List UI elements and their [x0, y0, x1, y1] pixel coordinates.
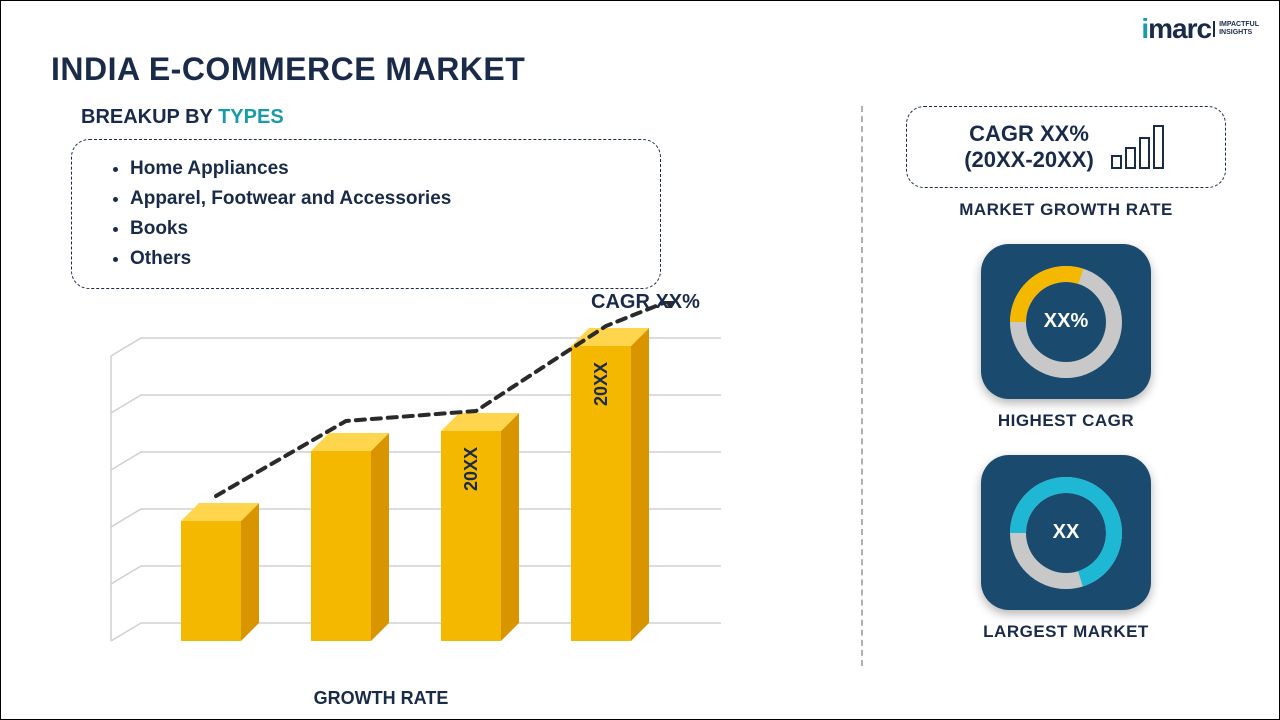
highest-cagr-label: HIGHEST CAGR — [998, 411, 1134, 431]
logo-tag2: INSIGHTS — [1219, 29, 1252, 36]
type-item: Apparel, Footwear and Accessories — [130, 184, 630, 214]
svg-text:20XX: 20XX — [591, 362, 611, 406]
largest-market-card: XX — [981, 455, 1151, 610]
highest-cagr-card: XX% — [981, 244, 1151, 399]
type-item: Books — [130, 214, 630, 244]
svg-text:20XX: 20XX — [461, 447, 481, 491]
subtitle-prefix: BREAKUP BY — [81, 106, 218, 128]
type-item: Home Appliances — [130, 154, 630, 184]
type-item: Others — [130, 244, 630, 274]
chart-svg: 20XX 20XX — [71, 301, 771, 681]
cagr-line2: (20XX-20XX) — [964, 147, 1094, 172]
right-column: CAGR XX% (20XX-20XX) MARKET GROWTH RATE … — [896, 106, 1236, 642]
cagr-line1: CAGR XX% — [969, 121, 1089, 146]
cagr-box: CAGR XX% (20XX-20XX) — [906, 106, 1226, 188]
types-list: Home AppliancesApparel, Footwear and Acc… — [112, 154, 630, 274]
subtitle-accent: TYPES — [218, 106, 284, 128]
growth-chart: 20XX 20XX — [71, 301, 771, 681]
chart-cagr-label: CAGR XX% — [591, 291, 700, 314]
logo-tagline: IMPACTFUL INSIGHTS — [1213, 21, 1259, 37]
breakup-subtitle: BREAKUP BY TYPES — [81, 106, 284, 129]
brand-logo: imarc IMPACTFUL INSIGHTS — [1141, 13, 1259, 45]
largest-market-label: LARGEST MARKET — [983, 622, 1149, 642]
chart-xlabel: GROWTH RATE — [71, 688, 691, 709]
cagr-box-text: CAGR XX% (20XX-20XX) — [964, 121, 1094, 173]
largest-value: XX — [1053, 521, 1080, 544]
logo-part2: marc — [1148, 13, 1211, 44]
logo-tag1: IMPACTFUL — [1219, 21, 1259, 28]
logo-text: imarc — [1141, 13, 1211, 45]
page-title: INDIA E-COMMERCE MARKET — [51, 51, 525, 88]
vertical-divider — [861, 106, 863, 666]
market-growth-rate-label: MARKET GROWTH RATE — [959, 200, 1173, 220]
types-box: Home AppliancesApparel, Footwear and Acc… — [71, 139, 661, 289]
highest-value: XX% — [1044, 310, 1088, 333]
bars-icon — [1108, 122, 1168, 172]
